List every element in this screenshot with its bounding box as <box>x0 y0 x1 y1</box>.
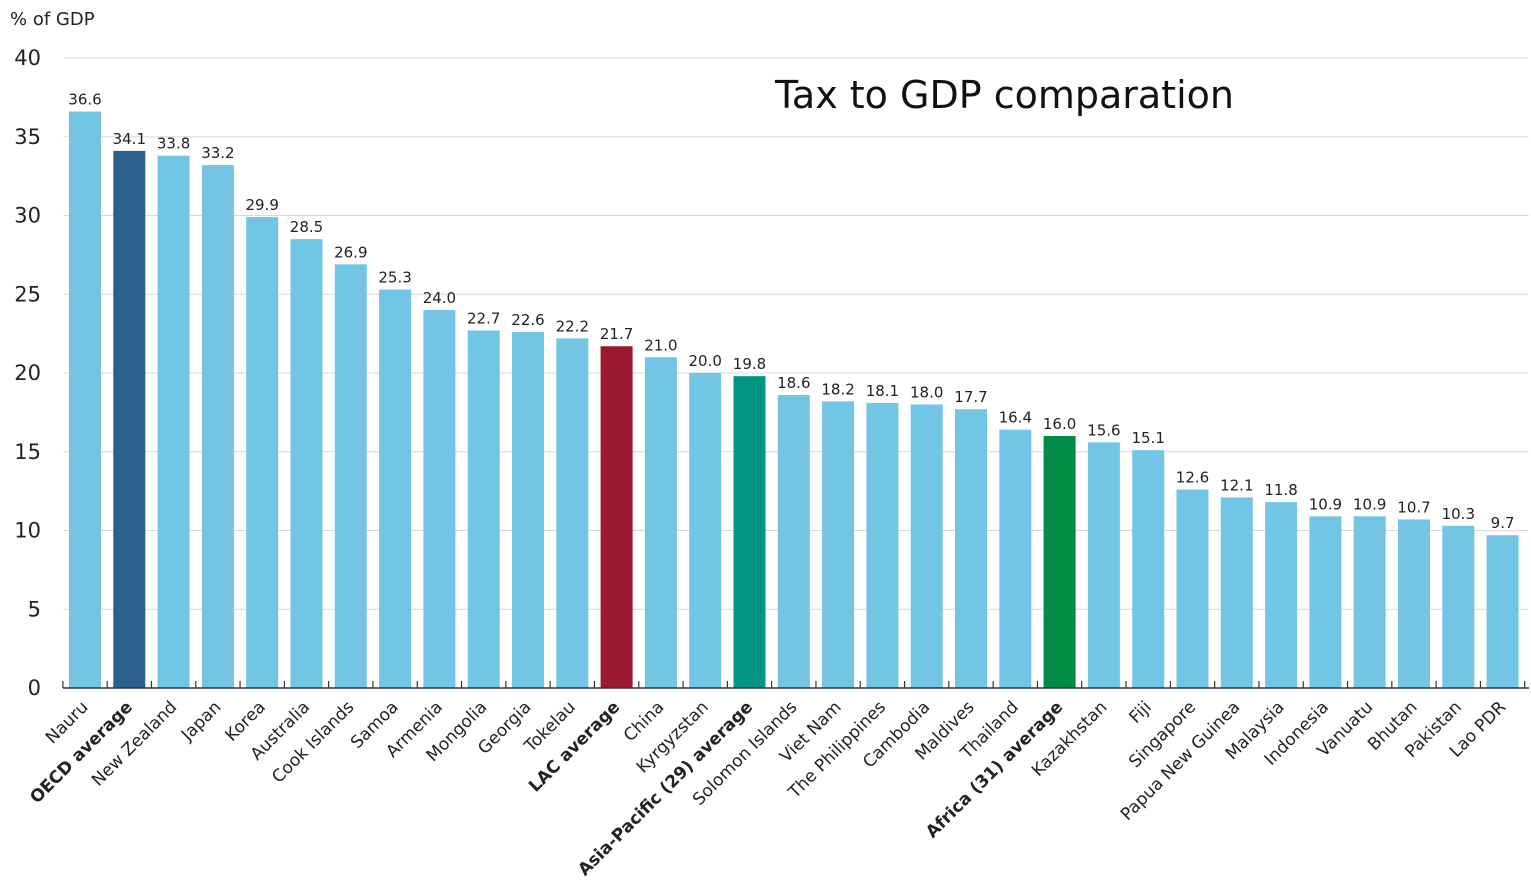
data-label: 29.9 <box>245 196 278 214</box>
data-label: 26.9 <box>334 243 367 261</box>
axes <box>62 681 1529 689</box>
y-tick-label: 0 <box>28 676 41 700</box>
data-label: 10.3 <box>1442 505 1475 523</box>
data-label: 16.0 <box>1043 415 1076 433</box>
bar <box>1220 497 1253 688</box>
bar <box>644 357 677 688</box>
bar <box>1132 450 1165 688</box>
data-label: 12.1 <box>1220 476 1253 494</box>
data-label: 11.8 <box>1264 481 1297 499</box>
data-label: 22.2 <box>556 317 589 335</box>
x-tick-label: Fiji <box>1126 697 1156 727</box>
bar <box>866 402 899 688</box>
y-tick-label: 20 <box>14 361 41 385</box>
bar <box>999 429 1032 688</box>
data-label: 15.6 <box>1087 421 1120 439</box>
data-label: 18.0 <box>910 384 943 402</box>
bar <box>910 404 943 688</box>
data-label: 21.7 <box>600 325 633 343</box>
data-label: 19.8 <box>733 355 766 373</box>
data-label: 18.6 <box>777 374 810 392</box>
bar <box>1398 519 1430 688</box>
data-label: 24.0 <box>423 289 456 307</box>
bar <box>600 346 633 688</box>
bar <box>1265 502 1298 688</box>
y-tick-label: 25 <box>14 282 41 306</box>
y-tick-label: 35 <box>14 125 41 149</box>
data-label: 16.4 <box>999 409 1032 427</box>
data-label: 18.1 <box>866 382 899 400</box>
x-tick-label: Japan <box>177 697 225 745</box>
bar <box>69 111 101 689</box>
data-label: 20.0 <box>688 352 721 370</box>
data-label: 10.7 <box>1397 498 1430 516</box>
y-tick-label: 10 <box>14 519 41 543</box>
data-label: 22.7 <box>467 309 500 327</box>
data-label: 25.3 <box>378 269 411 287</box>
bar <box>777 395 810 688</box>
bars <box>69 111 1519 689</box>
bar <box>290 239 323 688</box>
bar <box>1353 516 1386 688</box>
bar <box>1043 436 1076 688</box>
bar <box>246 217 279 688</box>
data-label: 22.6 <box>511 311 544 329</box>
bar <box>423 310 456 688</box>
bar <box>689 373 722 688</box>
bar <box>1442 525 1475 688</box>
bar <box>334 264 367 688</box>
bar <box>822 401 855 688</box>
chart-title: Tax to GDP comparation <box>774 73 1234 117</box>
data-label: 12.6 <box>1176 469 1209 487</box>
bar <box>1176 489 1209 688</box>
y-tick-label: 15 <box>14 440 41 464</box>
bar <box>733 376 766 688</box>
bar <box>1087 442 1120 688</box>
bar <box>201 165 234 689</box>
data-label: 10.9 <box>1353 495 1386 513</box>
data-label: 28.5 <box>290 218 323 236</box>
y-axis-title: % of GDP <box>10 9 95 30</box>
data-label: 21.0 <box>644 336 677 354</box>
data-label: 36.6 <box>68 91 101 109</box>
bar <box>1486 535 1519 688</box>
data-label: 17.7 <box>954 388 987 406</box>
bar <box>556 338 589 688</box>
bar <box>379 289 412 688</box>
bar <box>113 150 146 689</box>
bar <box>157 155 190 688</box>
y-tick-label: 30 <box>14 204 41 228</box>
data-label: 9.7 <box>1491 514 1515 532</box>
data-label: 15.1 <box>1131 429 1164 447</box>
data-label: 33.2 <box>201 144 234 162</box>
bar <box>955 409 987 688</box>
y-tick-label: 5 <box>28 597 41 621</box>
data-label: 33.8 <box>157 135 190 153</box>
data-label: 34.1 <box>113 130 146 148</box>
bar <box>1309 516 1342 688</box>
data-label: 18.2 <box>821 380 854 398</box>
bar <box>512 332 544 688</box>
data-label: 10.9 <box>1309 495 1342 513</box>
bar <box>467 330 500 688</box>
y-tick-label: 40 <box>14 46 41 70</box>
